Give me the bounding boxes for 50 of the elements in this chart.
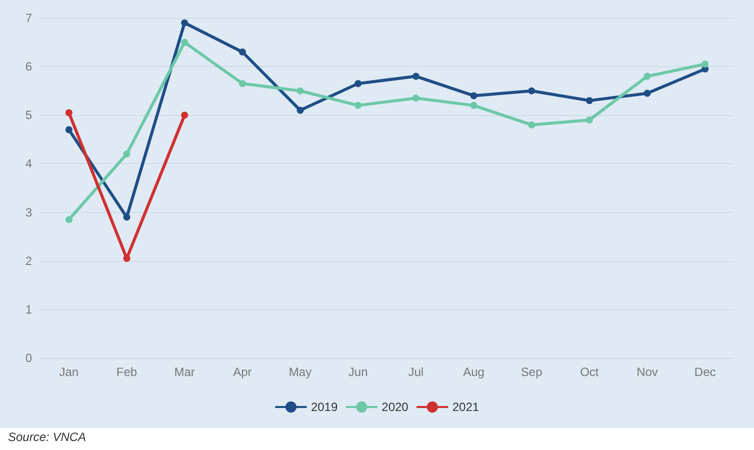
point <box>470 92 478 100</box>
point <box>586 116 593 124</box>
point <box>702 60 709 68</box>
point <box>296 87 304 94</box>
x-tick-label: Oct <box>580 365 600 379</box>
x-tick-label: Jun <box>348 365 368 379</box>
legend-label: 2021 <box>452 400 480 414</box>
legend-label: 2019 <box>310 400 338 414</box>
y-tick-label: 0 <box>25 351 32 365</box>
point <box>123 254 130 262</box>
point <box>528 121 536 128</box>
source-note: Source: VNCA <box>8 430 86 444</box>
x-tick-label: Jul <box>408 365 424 379</box>
x-tick-label: Aug <box>463 365 484 379</box>
point <box>644 72 651 80</box>
point <box>644 90 651 97</box>
x-tick-label: Apr <box>233 365 252 379</box>
point <box>528 87 536 94</box>
point <box>412 94 420 102</box>
point <box>470 102 478 109</box>
point <box>65 109 72 116</box>
point <box>586 97 593 104</box>
point <box>354 102 362 109</box>
y-tick-label: 1 <box>25 302 32 316</box>
point <box>65 126 72 134</box>
x-tick-label: Mar <box>174 365 195 379</box>
legend-label: 2020 <box>382 400 409 414</box>
x-tick-label: Jan <box>59 365 79 379</box>
y-tick-label: 7 <box>25 11 32 25</box>
x-tick-label: Sep <box>520 365 543 379</box>
y-tick-label: 6 <box>25 60 32 74</box>
point <box>238 80 246 88</box>
point <box>181 112 188 119</box>
x-tick-label: Nov <box>636 365 658 379</box>
x-tick-label: Dec <box>694 365 716 379</box>
y-tick-label: 2 <box>25 254 32 268</box>
point <box>123 150 130 158</box>
y-tick-label: 4 <box>25 156 32 171</box>
point <box>123 214 130 221</box>
point <box>412 72 420 80</box>
point <box>354 80 362 88</box>
y-tick-label: 5 <box>25 108 32 122</box>
y-tick-label: 3 <box>25 205 32 220</box>
point <box>296 106 304 114</box>
point <box>238 48 246 56</box>
x-tick-label: May <box>288 365 312 379</box>
point <box>181 38 188 46</box>
point <box>181 19 188 26</box>
point <box>65 216 72 224</box>
x-tick-label: Feb <box>116 365 138 379</box>
